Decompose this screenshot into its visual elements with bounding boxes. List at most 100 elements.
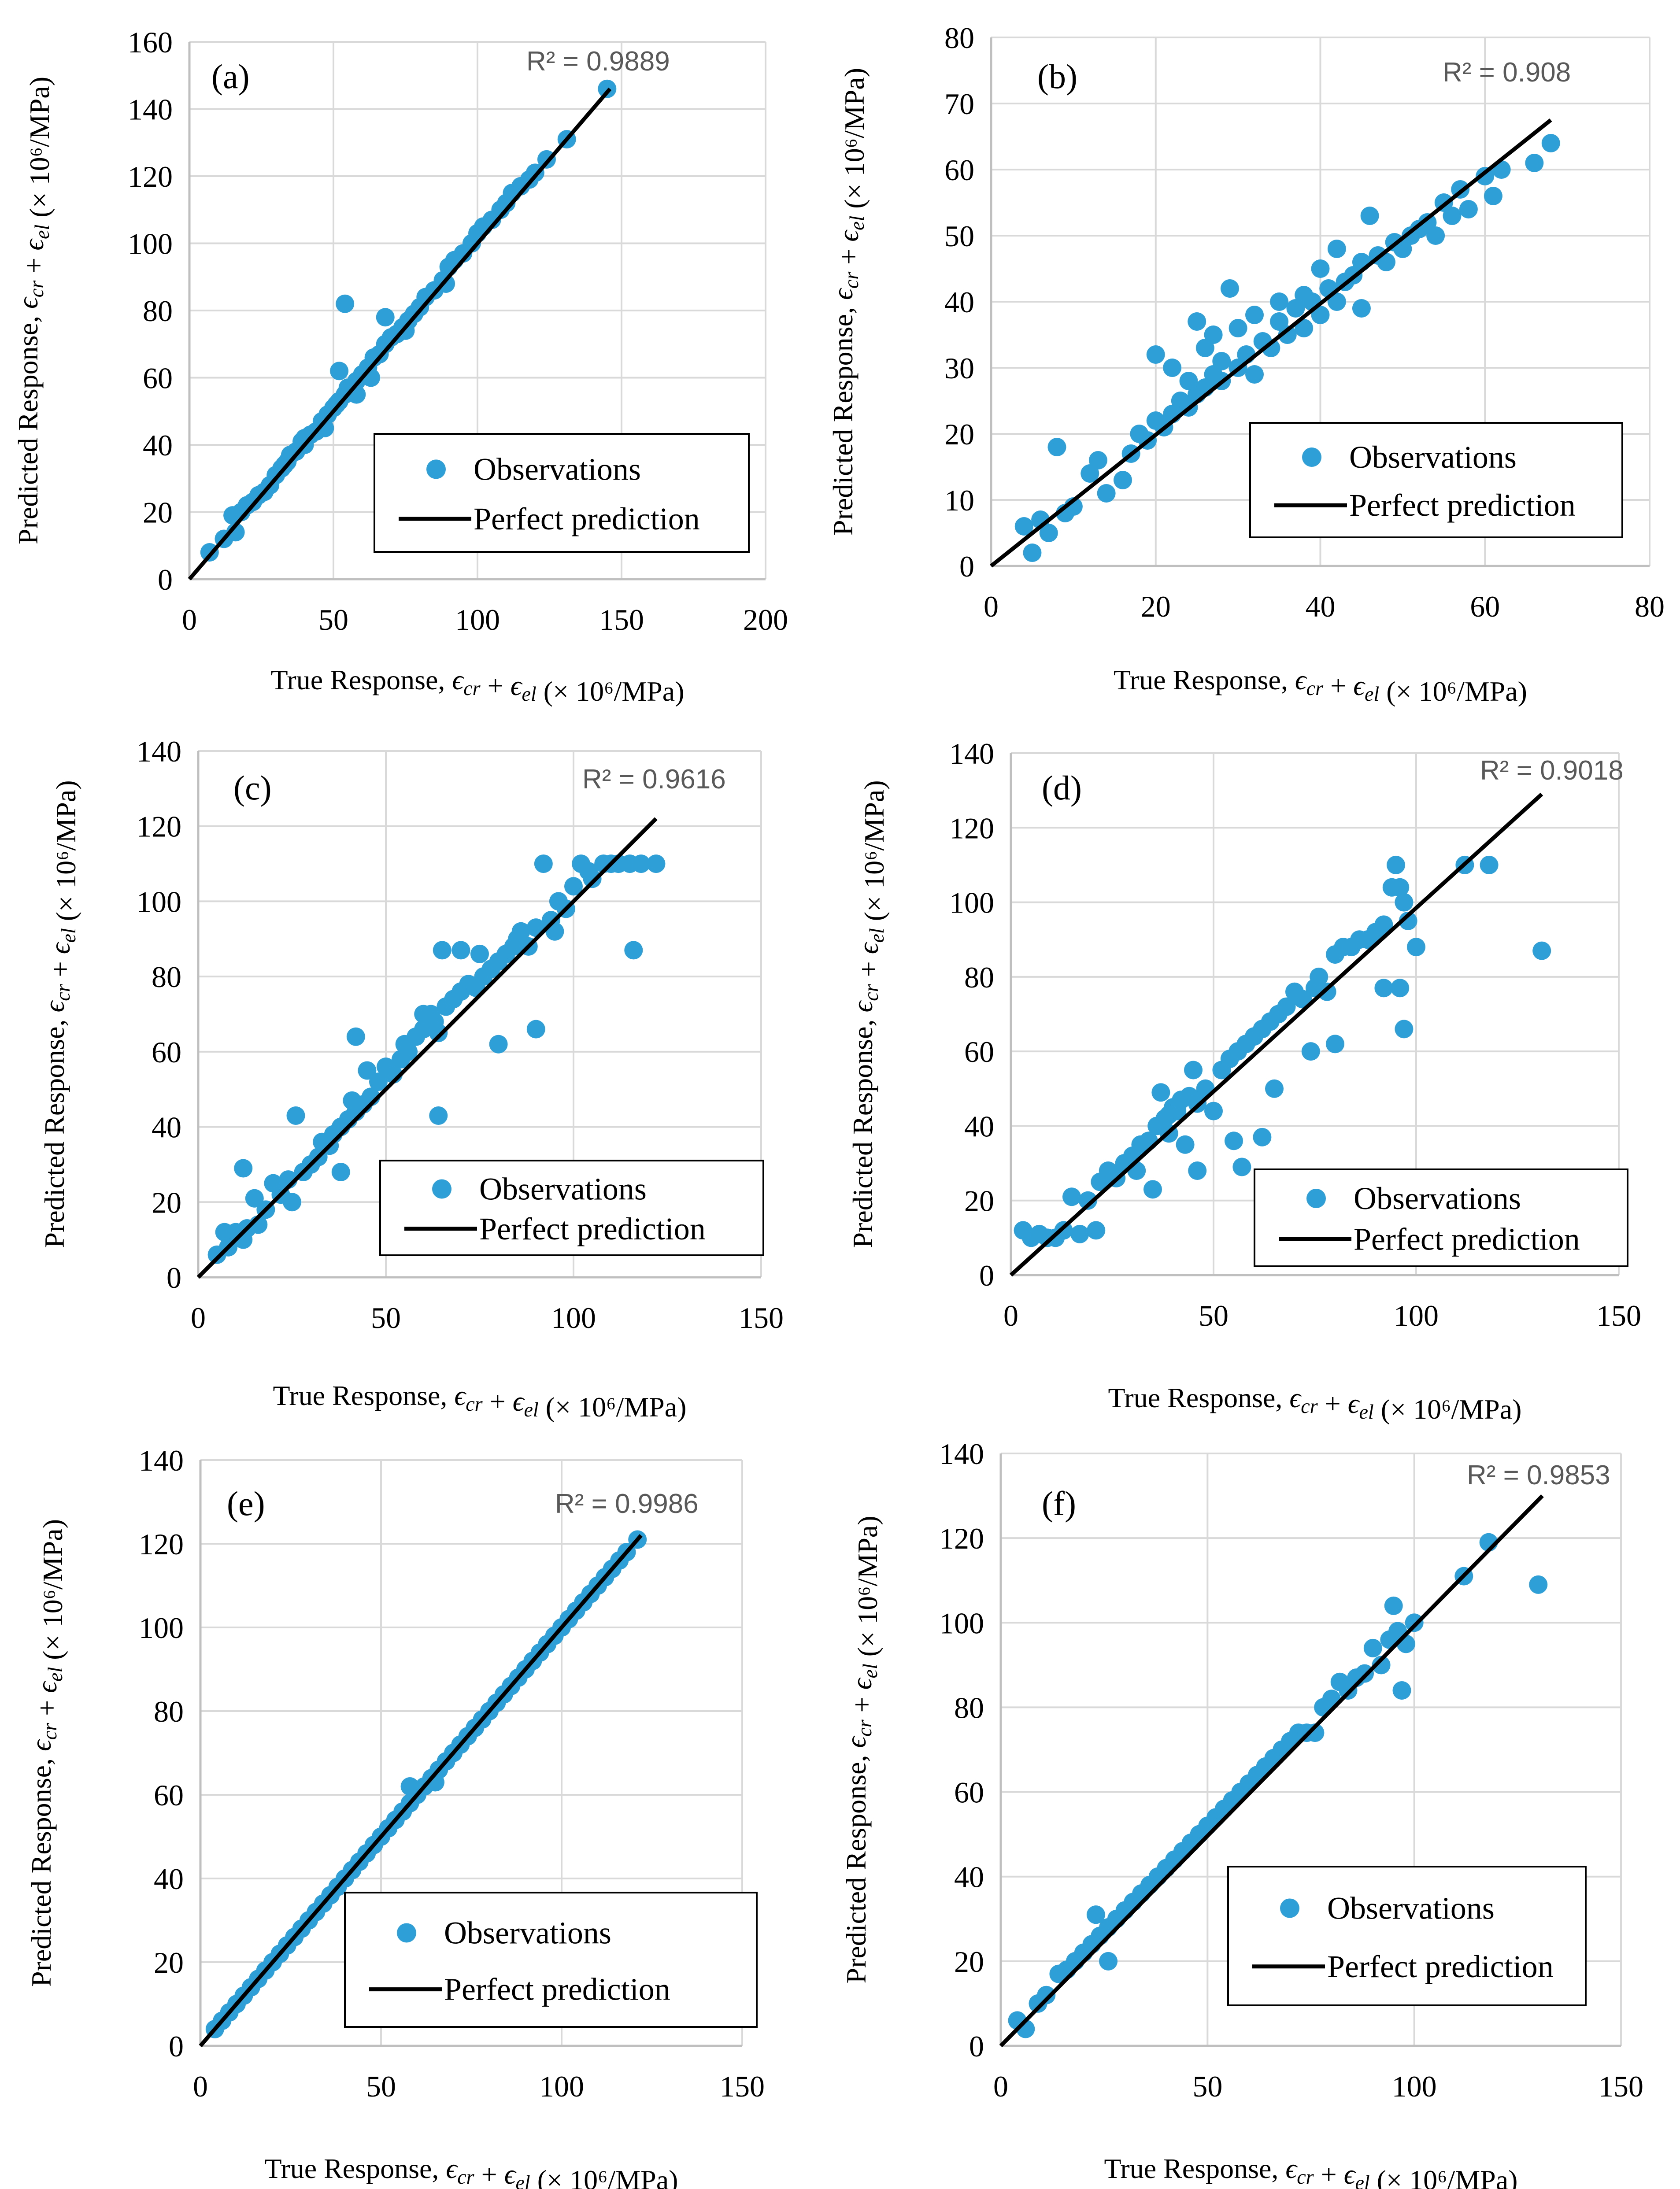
observation-point — [245, 1189, 264, 1208]
y-tick-label: 60 — [152, 1035, 181, 1069]
legend-box — [344, 1892, 758, 2028]
observation-point — [1253, 1128, 1272, 1146]
observation-point — [1078, 1191, 1097, 1210]
observation-point — [1220, 279, 1239, 298]
y-tick-label: 40 — [954, 1860, 984, 1894]
legend-marker-observations — [397, 1923, 416, 1943]
r2-annotation: R² = 0.908 — [1443, 57, 1571, 88]
x-tick-label: 150 — [720, 2070, 765, 2103]
observation-point — [1151, 1083, 1170, 1102]
y-tick-label: 120 — [939, 1522, 984, 1555]
x-tick-label: 0 — [984, 590, 999, 623]
observation-point — [1143, 1180, 1162, 1199]
y-tick-label: 0 — [158, 563, 173, 596]
observation-point — [433, 941, 451, 960]
y-tick-label: 100 — [128, 227, 173, 261]
y-tick-label: 80 — [954, 1691, 984, 1724]
legend-marker-observations — [1306, 1189, 1326, 1208]
y-tick-label: 120 — [137, 810, 181, 843]
y-tick-label: 140 — [137, 735, 181, 768]
observation-point — [1399, 911, 1417, 930]
observation-point — [1301, 1042, 1320, 1061]
y-tick-label: 0 — [167, 1261, 181, 1294]
observation-point — [1405, 1613, 1424, 1632]
x-tick-label: 50 — [366, 2070, 396, 2103]
observation-point — [1360, 207, 1379, 225]
x-tick-label: 100 — [1394, 1299, 1439, 1332]
x-axis-title: True Response, ϵcr + ϵel (× 10⁶/MPa) — [273, 1380, 687, 1423]
observation-point — [1277, 997, 1296, 1016]
observation-point — [1188, 312, 1206, 331]
y-tick-label: 140 — [128, 93, 173, 126]
observation-point — [1377, 253, 1395, 271]
y-tick-label: 70 — [944, 87, 974, 121]
legend: Observations Perfect prediction — [374, 433, 750, 553]
y-tick-label: 40 — [143, 429, 173, 462]
observation-point — [1384, 1596, 1403, 1615]
observation-point — [1311, 306, 1330, 324]
observation-point — [1395, 893, 1414, 912]
x-tick-label: 80 — [1635, 590, 1665, 623]
legend-label-perfect-prediction: Perfect prediction — [444, 1972, 670, 2007]
legend-label-perfect-prediction: Perfect prediction — [1349, 488, 1576, 523]
observation-point — [1184, 1061, 1203, 1080]
y-axis-title: Predicted Response, ϵcr + ϵel (× 10⁶/MPa… — [847, 780, 890, 1248]
panel-label: (b) — [1037, 57, 1077, 96]
observation-point — [1265, 1079, 1284, 1098]
observation-point — [1014, 517, 1033, 536]
observation-point — [1426, 226, 1445, 245]
y-tick-label: 80 — [152, 960, 181, 994]
legend-marker-observations — [432, 1179, 451, 1199]
observation-point — [376, 308, 395, 327]
y-tick-label: 40 — [152, 1111, 181, 1144]
y-tick-label: 120 — [128, 160, 173, 193]
y-tick-label: 80 — [964, 961, 994, 994]
legend-box — [1227, 1866, 1587, 2006]
observation-point — [1188, 1161, 1207, 1180]
legend: Observations Perfect prediction — [344, 1892, 758, 2028]
panel-label: (e) — [227, 1484, 265, 1523]
perfect-prediction-line — [196, 817, 658, 1279]
observation-point — [331, 1163, 350, 1181]
x-tick-label: 0 — [182, 603, 197, 636]
observation-point — [1070, 1224, 1089, 1243]
x-tick-label: 100 — [1392, 2070, 1437, 2103]
observation-point — [534, 854, 553, 873]
observation-point — [1204, 325, 1223, 344]
observation-point — [1081, 464, 1099, 483]
observation-point — [470, 944, 489, 963]
observation-point — [583, 869, 602, 888]
y-tick-label: 40 — [944, 285, 974, 319]
y-tick-label: 10 — [944, 484, 974, 517]
y-tick-label: 100 — [949, 886, 994, 920]
y-tick-label: 30 — [944, 351, 974, 385]
x-tick-label: 100 — [455, 603, 500, 636]
observation-point — [1114, 471, 1132, 489]
observation-point — [1176, 1135, 1195, 1154]
y-tick-label: 60 — [964, 1035, 994, 1069]
observation-point — [1087, 1221, 1106, 1240]
observation-point — [1306, 1723, 1325, 1742]
y-tick-label: 100 — [137, 885, 181, 918]
panel-label: (a) — [211, 57, 250, 96]
observation-point — [1097, 484, 1116, 503]
observation-point — [330, 362, 349, 381]
panel-label: (d) — [1042, 769, 1082, 807]
y-tick-label: 60 — [154, 1779, 184, 1812]
observation-point — [1459, 200, 1478, 218]
y-tick-label: 60 — [143, 362, 173, 395]
legend-marker-observations — [1280, 1898, 1299, 1918]
observation-point — [1392, 1681, 1411, 1700]
x-tick-label: 150 — [739, 1301, 784, 1335]
chart-panel-f: 0 50 100 150 0 20 40 60 80 100 120 140 (f) R² = 0.985… — [840, 1437, 1643, 2189]
observation-point — [358, 1061, 377, 1080]
legend-box — [1249, 422, 1623, 538]
observation-point — [1270, 312, 1289, 331]
observation-point — [1395, 1020, 1414, 1039]
y-tick-label: 40 — [964, 1109, 994, 1143]
observation-point — [1529, 1575, 1548, 1594]
observation-point — [1062, 1187, 1081, 1206]
x-axis-title: True Response, ϵcr + ϵel (× 10⁶/MPa) — [1104, 2153, 1518, 2189]
observation-point — [1532, 941, 1551, 960]
